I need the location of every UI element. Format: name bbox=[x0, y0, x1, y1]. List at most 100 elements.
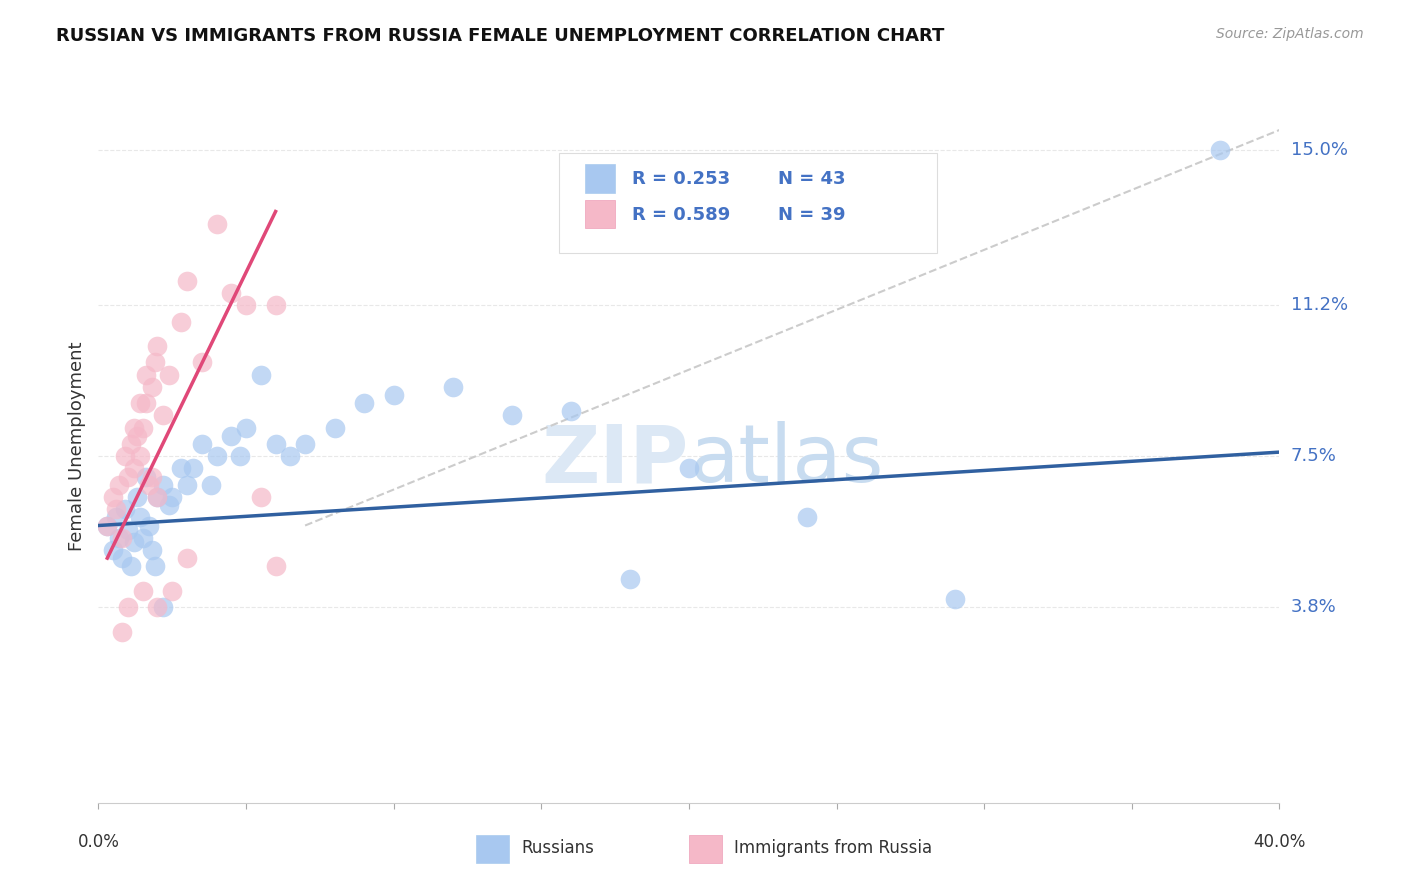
Point bbox=[103, 543, 125, 558]
FancyBboxPatch shape bbox=[585, 164, 614, 193]
Point bbox=[114, 449, 136, 463]
Point bbox=[191, 355, 214, 369]
Point bbox=[117, 469, 139, 483]
Point bbox=[146, 490, 169, 504]
Point bbox=[176, 477, 198, 491]
Point bbox=[205, 449, 228, 463]
Point bbox=[117, 523, 139, 537]
Point bbox=[619, 572, 641, 586]
FancyBboxPatch shape bbox=[477, 835, 509, 863]
Point bbox=[108, 531, 131, 545]
Point bbox=[278, 449, 302, 463]
Point bbox=[152, 600, 174, 615]
FancyBboxPatch shape bbox=[689, 835, 723, 863]
Point bbox=[501, 409, 523, 423]
Point bbox=[219, 429, 242, 443]
Point bbox=[105, 502, 128, 516]
Point bbox=[162, 490, 183, 504]
Point bbox=[560, 404, 582, 418]
Point bbox=[229, 449, 252, 463]
Point bbox=[122, 461, 145, 475]
FancyBboxPatch shape bbox=[585, 200, 614, 228]
Point bbox=[138, 518, 160, 533]
Text: RUSSIAN VS IMMIGRANTS FROM RUSSIA FEMALE UNEMPLOYMENT CORRELATION CHART: RUSSIAN VS IMMIGRANTS FROM RUSSIA FEMALE… bbox=[56, 27, 945, 45]
Point bbox=[128, 396, 150, 410]
Point bbox=[264, 437, 287, 451]
Point bbox=[146, 600, 169, 615]
Point bbox=[250, 490, 273, 504]
Point bbox=[146, 339, 169, 353]
Point bbox=[135, 396, 157, 410]
Text: N = 43: N = 43 bbox=[778, 170, 845, 188]
Text: R = 0.253: R = 0.253 bbox=[633, 170, 730, 188]
Point bbox=[117, 600, 139, 615]
Point bbox=[235, 298, 257, 312]
Point bbox=[205, 217, 228, 231]
Text: 0.0%: 0.0% bbox=[77, 833, 120, 851]
Point bbox=[135, 368, 157, 382]
Text: N = 39: N = 39 bbox=[778, 206, 845, 224]
Point bbox=[796, 510, 818, 524]
Text: 11.2%: 11.2% bbox=[1291, 296, 1348, 314]
Point bbox=[176, 551, 198, 566]
Point bbox=[170, 315, 193, 329]
Point bbox=[191, 437, 214, 451]
Point bbox=[122, 534, 145, 549]
Text: Russians: Russians bbox=[522, 838, 595, 856]
Point bbox=[111, 551, 134, 566]
Point bbox=[219, 286, 242, 301]
Point bbox=[678, 461, 700, 475]
Text: 15.0%: 15.0% bbox=[1291, 141, 1347, 160]
Point bbox=[264, 559, 287, 574]
Point bbox=[162, 583, 183, 598]
Point bbox=[135, 469, 157, 483]
Point bbox=[294, 437, 316, 451]
Point bbox=[250, 368, 273, 382]
Point bbox=[441, 380, 464, 394]
Text: R = 0.589: R = 0.589 bbox=[633, 206, 731, 224]
Point bbox=[176, 274, 198, 288]
Point bbox=[138, 477, 160, 491]
Text: atlas: atlas bbox=[689, 421, 883, 500]
Point bbox=[111, 531, 134, 545]
Point bbox=[152, 477, 174, 491]
Point bbox=[141, 469, 163, 483]
Point bbox=[157, 498, 180, 512]
Point bbox=[181, 461, 204, 475]
Text: Source: ZipAtlas.com: Source: ZipAtlas.com bbox=[1216, 27, 1364, 41]
Point bbox=[122, 420, 145, 434]
Point bbox=[128, 510, 150, 524]
Point bbox=[170, 461, 193, 475]
Point bbox=[353, 396, 375, 410]
Point bbox=[235, 420, 257, 434]
Point bbox=[1209, 144, 1232, 158]
Point bbox=[120, 437, 142, 451]
Point bbox=[96, 518, 118, 533]
Point bbox=[111, 624, 134, 639]
Point bbox=[157, 368, 180, 382]
Point bbox=[96, 518, 118, 533]
Point bbox=[141, 543, 163, 558]
Point bbox=[125, 429, 148, 443]
Text: Immigrants from Russia: Immigrants from Russia bbox=[734, 838, 932, 856]
Point bbox=[143, 355, 166, 369]
Point bbox=[200, 477, 222, 491]
Y-axis label: Female Unemployment: Female Unemployment bbox=[67, 342, 86, 550]
Text: 7.5%: 7.5% bbox=[1291, 447, 1337, 466]
Point bbox=[152, 409, 174, 423]
Point bbox=[132, 583, 155, 598]
Text: ZIP: ZIP bbox=[541, 421, 689, 500]
Text: 40.0%: 40.0% bbox=[1253, 833, 1306, 851]
Point bbox=[141, 380, 163, 394]
Point bbox=[143, 559, 166, 574]
Point bbox=[114, 502, 136, 516]
Point bbox=[120, 559, 142, 574]
Point bbox=[146, 490, 169, 504]
Point bbox=[943, 591, 966, 606]
Point bbox=[125, 490, 148, 504]
Point bbox=[105, 510, 128, 524]
Point bbox=[108, 477, 131, 491]
Point bbox=[382, 388, 405, 402]
Point bbox=[128, 449, 150, 463]
Text: 3.8%: 3.8% bbox=[1291, 598, 1336, 616]
